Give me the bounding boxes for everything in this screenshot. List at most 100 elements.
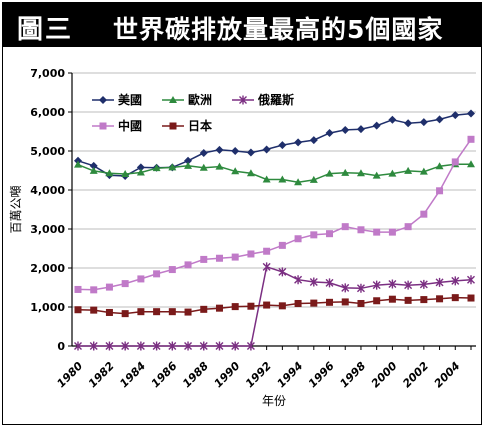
data-point-0 xyxy=(467,109,475,118)
data-point-4 xyxy=(74,306,82,314)
data-point-4 xyxy=(341,298,349,306)
data-point-4 xyxy=(388,295,396,303)
x-tick-label: 1992 xyxy=(243,359,274,390)
data-point-3 xyxy=(373,228,381,236)
data-point-2 xyxy=(199,341,208,351)
data-point-4 xyxy=(184,308,192,316)
figure-title: 世界碳排放量最高的5個國家 xyxy=(113,15,444,44)
data-point-1 xyxy=(325,169,334,177)
data-point-1 xyxy=(388,169,397,177)
legend-label: 中國 xyxy=(118,118,142,133)
x-tick-label: 1998 xyxy=(337,359,368,390)
data-point-3 xyxy=(326,230,334,238)
data-point-0 xyxy=(356,125,365,134)
data-point-2 xyxy=(309,277,318,287)
data-point-0 xyxy=(451,111,460,120)
data-point-3 xyxy=(247,250,255,258)
data-point-1 xyxy=(246,169,255,177)
data-point-2 xyxy=(356,283,365,293)
data-point-1 xyxy=(372,171,381,179)
data-point-3 xyxy=(137,275,145,283)
data-point-1 xyxy=(184,161,193,169)
data-point-0 xyxy=(294,138,303,147)
data-point-3 xyxy=(294,235,302,243)
data-point-2 xyxy=(372,280,381,290)
data-point-1 xyxy=(105,169,114,177)
data-point-0 xyxy=(404,119,413,128)
data-point-1 xyxy=(294,178,303,186)
title-bar: 圖三 世界碳排放量最高的5個國家 xyxy=(3,3,481,47)
data-point-4 xyxy=(436,295,444,303)
data-point-1 xyxy=(231,167,240,175)
data-point-3 xyxy=(121,280,129,288)
x-tick-label: 1990 xyxy=(212,359,243,390)
data-point-2 xyxy=(184,341,193,351)
x-tick-label: 1988 xyxy=(180,359,211,390)
y-tick-label: 1,000 xyxy=(30,301,65,314)
legend-label: 俄羅斯 xyxy=(257,92,294,107)
data-point-4 xyxy=(326,298,334,306)
data-point-2 xyxy=(341,283,350,293)
data-point-1 xyxy=(278,175,287,183)
data-point-0 xyxy=(435,115,444,124)
data-point-1 xyxy=(152,164,161,172)
data-point-3 xyxy=(451,158,459,166)
data-point-2 xyxy=(121,341,130,351)
data-point-2 xyxy=(435,277,444,287)
data-point-1 xyxy=(404,166,413,174)
y-tick-label: 3,000 xyxy=(30,223,65,236)
data-point-0 xyxy=(309,136,318,145)
data-point-3 xyxy=(184,261,192,269)
x-tick-label: 1984 xyxy=(117,359,148,390)
data-point-3 xyxy=(420,210,428,218)
data-point-2 xyxy=(419,279,428,289)
data-point-4 xyxy=(357,299,365,307)
data-point-1 xyxy=(136,168,145,176)
data-point-1 xyxy=(121,170,130,178)
legend-label: 歐洲 xyxy=(188,92,212,107)
data-point-1 xyxy=(435,162,444,170)
data-point-1 xyxy=(419,167,428,175)
data-point-4 xyxy=(153,308,161,316)
data-point-2 xyxy=(467,275,475,285)
data-point-1 xyxy=(199,163,208,171)
data-point-3 xyxy=(74,285,82,293)
data-point-4 xyxy=(278,302,286,310)
x-tick-label: 1996 xyxy=(306,359,337,390)
x-tick-label: 1982 xyxy=(86,359,117,390)
data-point-1 xyxy=(215,162,224,170)
data-point-4 xyxy=(121,310,129,318)
data-point-3 xyxy=(200,255,208,263)
legend-label: 日本 xyxy=(188,118,212,133)
legend-marker xyxy=(239,95,247,105)
figure-label: 圖三 xyxy=(17,15,74,45)
data-point-2 xyxy=(404,280,413,290)
data-point-4 xyxy=(231,303,239,311)
y-tick-label: 4,000 xyxy=(30,184,65,197)
legend-label: 美國 xyxy=(118,92,142,107)
data-point-3 xyxy=(388,228,396,236)
data-point-0 xyxy=(372,121,381,130)
data-point-2 xyxy=(215,341,224,351)
data-point-0 xyxy=(262,145,271,154)
legend-marker xyxy=(169,122,177,130)
data-point-3 xyxy=(105,283,113,291)
data-point-3 xyxy=(467,135,475,143)
data-point-4 xyxy=(90,306,98,314)
data-point-2 xyxy=(136,341,145,351)
x-tick-label: 1980 xyxy=(54,359,85,390)
data-point-1 xyxy=(467,160,475,168)
data-point-2 xyxy=(294,275,303,285)
data-point-1 xyxy=(168,163,177,171)
data-point-2 xyxy=(388,279,397,289)
x-tick-label: 1986 xyxy=(149,359,180,390)
data-point-0 xyxy=(231,147,240,155)
data-point-4 xyxy=(294,299,302,307)
data-point-3 xyxy=(168,266,176,274)
data-point-4 xyxy=(263,301,271,309)
data-point-3 xyxy=(278,241,286,249)
data-point-1 xyxy=(74,160,82,168)
data-point-4 xyxy=(200,305,208,313)
data-point-3 xyxy=(310,231,318,239)
data-point-0 xyxy=(341,125,350,134)
